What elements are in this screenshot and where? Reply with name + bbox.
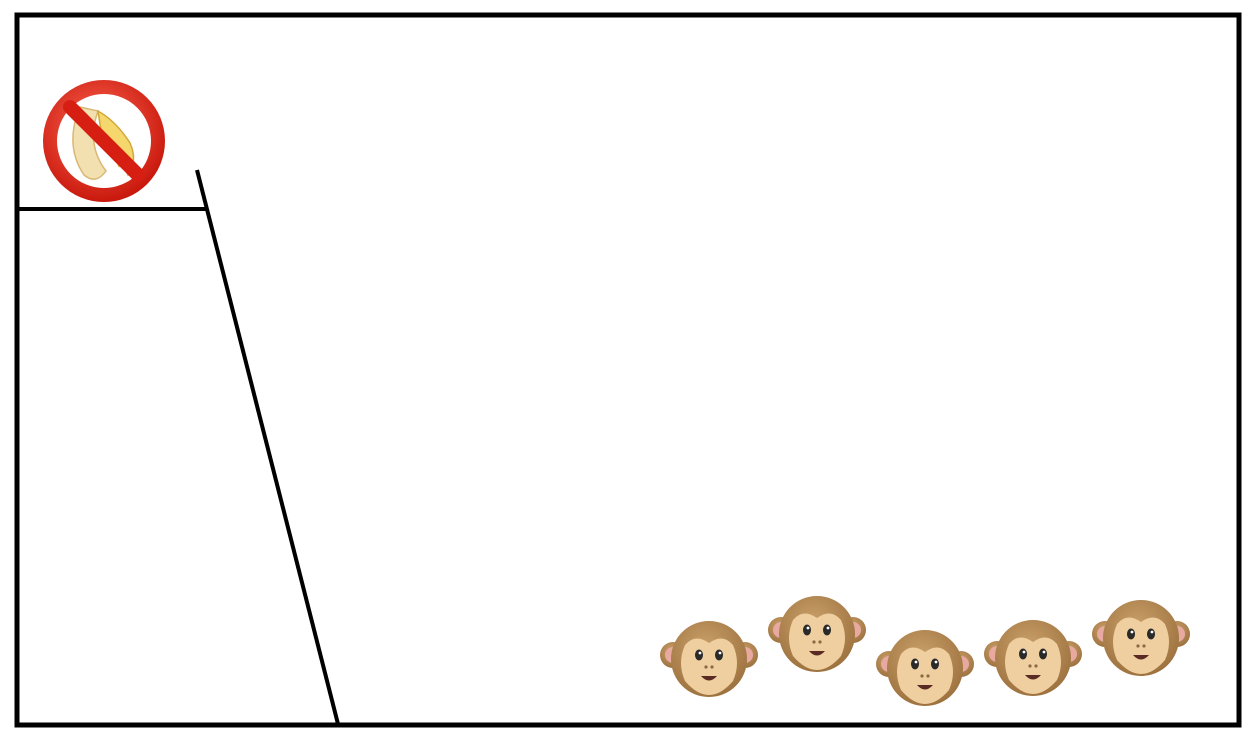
monkey-face-icon xyxy=(876,630,974,706)
slanted-wall-line xyxy=(195,169,340,725)
outer-frame xyxy=(14,12,1242,728)
monkey-face-icon xyxy=(768,596,866,672)
monkey-face-icon xyxy=(660,621,758,697)
monkey-face-icon xyxy=(984,620,1082,696)
no-banana-icon xyxy=(43,80,165,202)
monkey-face-icon xyxy=(1092,600,1190,676)
